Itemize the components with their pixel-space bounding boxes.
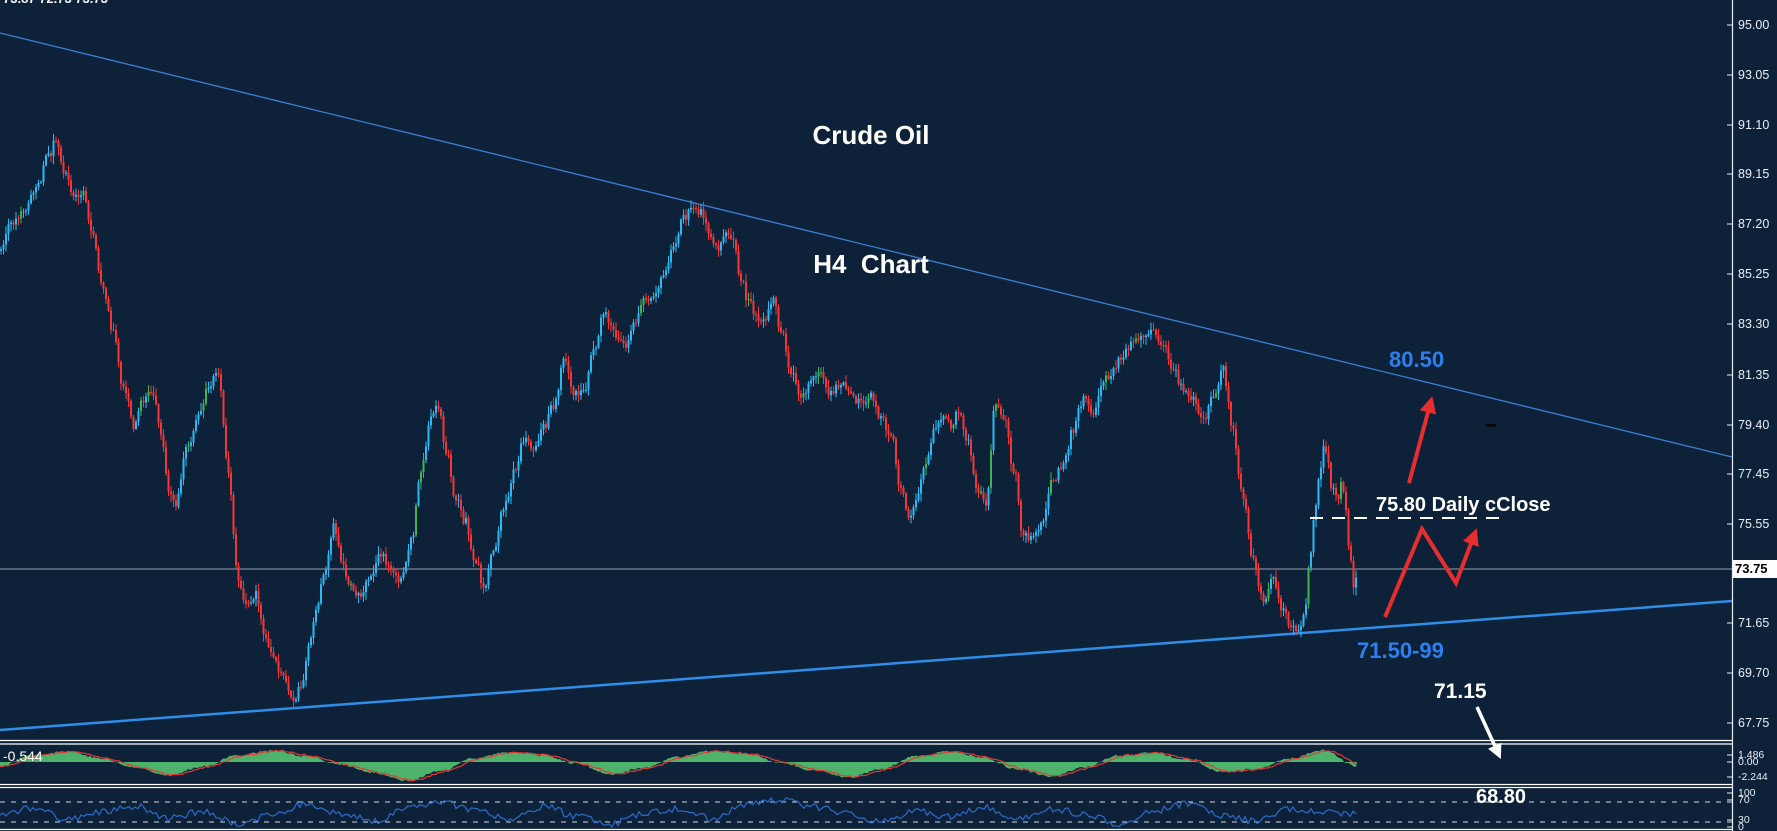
price-axis-label: 83.30 <box>1738 317 1770 331</box>
macd-indicator <box>0 749 1357 782</box>
current-price-box: 73.75 <box>1733 560 1777 578</box>
osc-axis-label: 30 <box>1738 814 1750 826</box>
price-axis-label: 87.20 <box>1738 217 1770 231</box>
price-axis-label: 95.00 <box>1738 18 1770 32</box>
price-axis-label: 91.10 <box>1738 118 1770 132</box>
target2-label: 68.80 <box>1476 786 1527 808</box>
osc-axis-label: 100 <box>1738 787 1756 799</box>
price-axis-label: 67.75 <box>1738 716 1770 730</box>
chart-title: Crude Oil H4 Chart <box>771 28 971 372</box>
price-axis-label: 77.45 <box>1738 467 1770 481</box>
osc-axis-label: 70 <box>1738 794 1750 806</box>
down-target-arrow[interactable] <box>1475 706 1502 760</box>
macd-current-value: -0.544 <box>3 748 43 764</box>
price-axis-label: 81.35 <box>1738 368 1770 382</box>
resistance-level-label: 80.50 <box>1389 347 1445 372</box>
macd-axis-label: 1.486 <box>1738 749 1765 761</box>
ascending-support[interactable] <box>0 599 1733 732</box>
candles <box>0 133 1357 709</box>
target1-label: 71.15 <box>1434 680 1487 703</box>
chart-title-line2: H4 Chart <box>813 249 929 279</box>
price-axis-label: 85.25 <box>1738 267 1770 281</box>
daily-close-label: 75.80 Daily cClose <box>1376 494 1551 516</box>
support-zone-label: 71.50-99 <box>1357 638 1444 663</box>
price-axis-label: 79.40 <box>1738 418 1770 432</box>
chart-title-line1: Crude Oil <box>812 120 930 150</box>
long-up-arrow[interactable] <box>1407 396 1437 484</box>
zigzag-arrow[interactable] <box>1383 524 1479 618</box>
price-axis-label: 93.05 <box>1738 68 1770 82</box>
price-axis-label: 69.70 <box>1738 666 1770 680</box>
macd-axis-label: -2.244 <box>1738 771 1768 783</box>
dash-mark <box>1486 424 1496 427</box>
oscillator-line <box>0 796 1357 829</box>
descending-resistance[interactable] <box>0 32 1733 458</box>
price-axis-label: 89.15 <box>1738 167 1770 181</box>
osc-axis-label: 0 <box>1738 821 1744 831</box>
price-axis-label: 75.55 <box>1738 517 1770 531</box>
ohlc-info-text: 73.87 72.73 73.73 <box>3 0 108 6</box>
macd-axis-label: 0.00 <box>1738 756 1759 768</box>
price-axis-label: 71.65 <box>1738 616 1770 630</box>
